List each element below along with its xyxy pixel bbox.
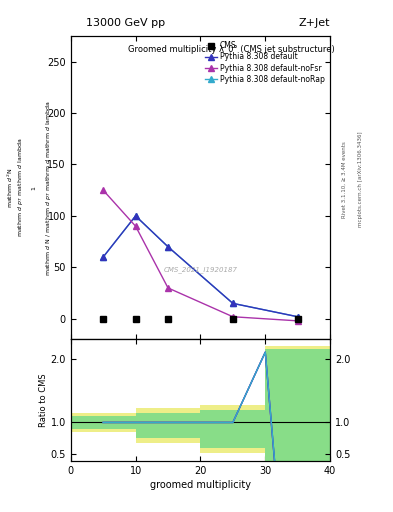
Pythia 8.308 default-noFsr (166, 285, 171, 291)
Text: Rivet 3.1.10, ≥ 3.4M events: Rivet 3.1.10, ≥ 3.4M events (342, 141, 347, 218)
Pythia 8.308 default-noFsr (133, 223, 138, 229)
CMS (101, 316, 105, 322)
Line: Pythia 8.308 default: Pythia 8.308 default (100, 213, 301, 319)
Pythia 8.308 default (133, 213, 138, 219)
Pythia 8.308 default-noRap (230, 301, 235, 307)
Text: mathrm $d^2$N
mathrm $d$ $p_T$ mathrm $d$ lambda

1

mathrm $d$ N / mathrm $d$ $: mathrm $d^2$N mathrm $d$ $p_T$ mathrm $d… (6, 99, 53, 275)
Y-axis label: Ratio to CMS: Ratio to CMS (39, 373, 48, 427)
Pythia 8.308 default-noRap (133, 213, 138, 219)
Line: Pythia 8.308 default-noFsr: Pythia 8.308 default-noFsr (100, 187, 301, 324)
Pythia 8.308 default (295, 314, 300, 320)
Text: Groomed multiplicity λ_0° (CMS jet substructure): Groomed multiplicity λ_0° (CMS jet subst… (128, 45, 334, 54)
Pythia 8.308 default (101, 254, 105, 260)
Text: CMS_2021_I1920187: CMS_2021_I1920187 (163, 266, 237, 272)
CMS (230, 316, 235, 322)
CMS (166, 316, 171, 322)
Pythia 8.308 default-noRap (295, 314, 300, 320)
Text: mcplots.cern.ch [arXiv:1306.3436]: mcplots.cern.ch [arXiv:1306.3436] (358, 132, 363, 227)
Text: 13000 GeV pp: 13000 GeV pp (86, 18, 165, 28)
Line: CMS: CMS (100, 316, 301, 322)
Pythia 8.308 default-noFsr (101, 187, 105, 193)
CMS (133, 316, 138, 322)
Text: Z+Jet: Z+Jet (299, 18, 330, 28)
Pythia 8.308 default-noFsr (295, 318, 300, 324)
Legend: CMS, Pythia 8.308 default, Pythia 8.308 default-noFsr, Pythia 8.308 default-noRa: CMS, Pythia 8.308 default, Pythia 8.308 … (204, 39, 326, 86)
Line: Pythia 8.308 default-noRap: Pythia 8.308 default-noRap (100, 213, 301, 319)
Pythia 8.308 default-noRap (166, 244, 171, 250)
Pythia 8.308 default-noFsr (230, 314, 235, 320)
X-axis label: groomed multiplicity: groomed multiplicity (150, 480, 251, 490)
Pythia 8.308 default (230, 301, 235, 307)
Pythia 8.308 default (166, 244, 171, 250)
Pythia 8.308 default-noRap (101, 254, 105, 260)
CMS (295, 316, 300, 322)
